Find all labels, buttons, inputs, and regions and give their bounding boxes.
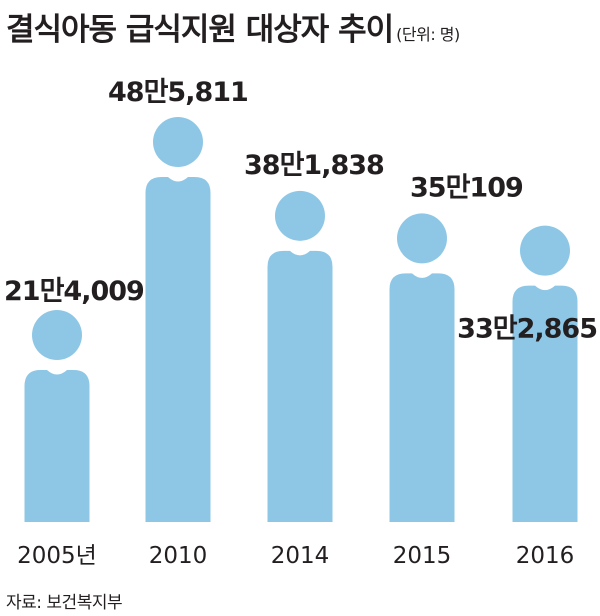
value-label-3: 38만1,838 [244,150,384,181]
bar-body-4 [389,273,455,522]
bar-1: 21만4,009 2005년 [4,276,145,569]
source-note: 자료: 보건복지부 [6,593,123,613]
category-label-1: 2005년 [17,543,97,569]
bar-head-1 [32,310,82,361]
chart-header: 결식아동 급식지원 대상자 추이 (단위: 명) [6,4,460,49]
bar-head-3 [275,190,325,241]
category-label-5: 2016 [516,543,575,569]
category-label-3: 2014 [271,543,330,569]
value-label-5: 33만2,865 [457,314,597,345]
category-label-4: 2015 [393,543,452,569]
bar-body-2 [145,177,211,522]
bar-3: 38만1,838 2014 [244,150,385,569]
bar-5: 33만2,865 2016 [457,225,598,569]
value-label-2: 48만5,811 [108,77,248,108]
chart-title: 결식아동 급식지원 대상자 추이 [6,12,394,48]
value-label-1: 21만4,009 [4,276,144,307]
bar-4: 35만109 2015 [389,172,524,569]
bar-body-5 [512,285,578,522]
bar-head-4 [397,213,447,264]
bar-body-1 [24,370,90,522]
bar-head-5 [520,225,570,276]
category-label-2: 2010 [149,543,208,569]
bar-body-3 [267,250,333,522]
bar-head-2 [153,117,203,167]
bar-2: 48만5,811 2010 [108,77,249,569]
unit-label: (단위: 명) [396,25,460,44]
value-label-4: 35만109 [410,172,523,203]
